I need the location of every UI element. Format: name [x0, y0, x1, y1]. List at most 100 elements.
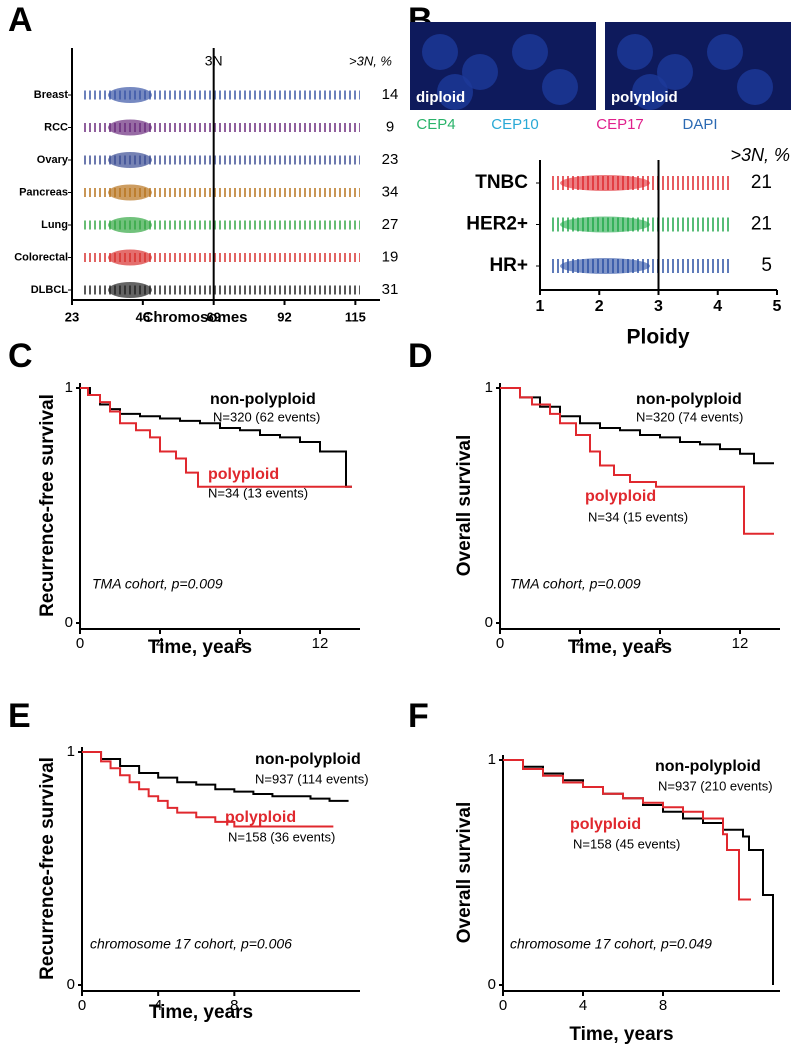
y-tick-label: 0 — [488, 976, 496, 993]
nucleus — [422, 34, 458, 70]
value-header: >3N, % — [730, 145, 790, 165]
legend-count: N=158 (36 events) — [228, 829, 335, 844]
legend-name: non-polyploid — [636, 391, 742, 408]
image-label: diploid — [416, 89, 465, 106]
x-axis-label: Ploidy — [626, 326, 689, 349]
legend-name: non-polyploid — [210, 391, 316, 408]
probe-label: CEP17 — [596, 116, 644, 133]
dot-cluster — [560, 175, 650, 191]
x-tick-label: 92 — [277, 309, 291, 324]
nucleus — [542, 69, 578, 105]
value-label: 23 — [382, 151, 399, 168]
value-label: 34 — [382, 183, 399, 200]
nucleus — [512, 34, 548, 70]
x-axis-label: Time, years — [569, 1024, 673, 1045]
value-label: 9 — [386, 118, 394, 135]
value-header: >3N, % — [349, 53, 392, 68]
survival-curve — [503, 759, 751, 901]
x-axis-label: Chromosomes — [142, 309, 247, 326]
category-label: HER2+ — [466, 214, 528, 235]
dot-cluster — [108, 282, 152, 298]
y-tick-label: 0 — [65, 614, 73, 631]
panel-label: E — [8, 697, 31, 735]
reference-label: 3N — [205, 53, 223, 69]
x-tick-label: 4 — [156, 635, 164, 652]
legend-count: N=937 (114 events) — [255, 771, 369, 786]
x-tick-label: 1 — [536, 298, 545, 315]
annotation: chromosome 17 cohort, p=0.049 — [510, 936, 712, 952]
panel-label: A — [8, 1, 33, 39]
x-tick-label: 4 — [576, 635, 584, 652]
survival-curve — [82, 751, 334, 828]
image-label: polyploid — [611, 89, 678, 106]
x-tick-label: 2 — [595, 298, 604, 315]
x-axis-label: Time, years — [568, 637, 672, 658]
y-tick-label: 0 — [67, 976, 75, 993]
nucleus — [632, 74, 668, 110]
legend-count: N=320 (62 events) — [213, 409, 320, 424]
y-tick-label: 1 — [488, 751, 496, 768]
y-tick-label: 1 — [65, 379, 73, 396]
dot-cluster — [108, 217, 152, 233]
x-tick-label: 3 — [654, 298, 663, 315]
value-label: 14 — [382, 86, 399, 103]
x-axis-label: Time, years — [148, 637, 252, 658]
annotation: TMA cohort, p=0.009 — [92, 576, 223, 592]
category-label: Breast — [34, 89, 69, 101]
panel-label: F — [408, 697, 429, 735]
value-label: 31 — [382, 281, 399, 298]
probe-label: CEP4 — [416, 116, 455, 133]
legend-name: polyploid — [585, 488, 656, 505]
legend-name: non-polyploid — [655, 758, 761, 775]
x-tick-label: 0 — [78, 997, 86, 1014]
legend-name: polyploid — [570, 816, 641, 833]
y-axis-label: Overall survival — [454, 802, 475, 944]
x-tick-label: 4 — [713, 298, 722, 315]
x-tick-label: 23 — [65, 309, 79, 324]
dot-cluster — [108, 152, 152, 168]
nucleus — [617, 34, 653, 70]
x-tick-label: 115 — [345, 309, 366, 324]
category-label: RCC — [44, 121, 68, 133]
y-tick-label: 1 — [67, 743, 75, 760]
nucleus — [737, 69, 773, 105]
x-tick-label: 12 — [312, 635, 329, 652]
category-label: Ovary — [37, 154, 69, 166]
value-label: 19 — [382, 248, 399, 265]
y-axis-label: Overall survival — [454, 435, 475, 577]
x-tick-label: 0 — [496, 635, 504, 652]
x-tick-label: 8 — [236, 635, 244, 652]
probe-label: DAPI — [682, 116, 717, 133]
panel-label: C — [8, 337, 33, 375]
nucleus — [707, 34, 743, 70]
category-label: TNBC — [475, 172, 528, 193]
x-tick-label: 46 — [136, 309, 150, 324]
y-tick-label: 0 — [485, 614, 493, 631]
x-tick-label: 12 — [732, 635, 749, 652]
legend-count: N=158 (45 events) — [573, 836, 680, 851]
annotation: TMA cohort, p=0.009 — [510, 576, 641, 592]
value-label: 5 — [761, 255, 772, 276]
value-label: 21 — [751, 214, 772, 235]
dot-cluster — [108, 119, 152, 136]
nucleus — [657, 54, 693, 90]
survival-curve — [500, 387, 774, 535]
dot-cluster — [108, 87, 152, 103]
legend-name: polyploid — [225, 809, 296, 826]
y-tick-label: 1 — [485, 379, 493, 396]
legend-name: non-polyploid — [255, 751, 361, 768]
survival-curve — [80, 387, 352, 488]
dot-cluster — [108, 249, 152, 266]
y-axis-label: Recurrence-free survival — [37, 394, 58, 617]
legend-count: N=34 (13 events) — [208, 485, 308, 500]
panel-label: D — [408, 337, 433, 375]
category-label: Lung — [41, 219, 68, 231]
x-tick-label: 8 — [656, 635, 664, 652]
nucleus — [437, 74, 473, 110]
x-tick-label: 0 — [499, 997, 507, 1014]
nucleus — [462, 54, 498, 90]
category-label: HR+ — [489, 255, 528, 276]
category-label: DLBCL — [31, 284, 69, 296]
annotation: chromosome 17 cohort, p=0.006 — [90, 936, 292, 952]
